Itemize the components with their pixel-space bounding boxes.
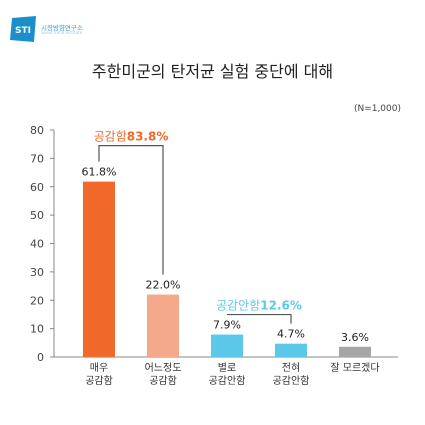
y-tick-label: 0 xyxy=(37,351,44,364)
y-tick-label: 10 xyxy=(30,323,44,336)
data-label: 3.6% xyxy=(341,331,369,344)
logo-icon: STI xyxy=(10,16,36,42)
annotation-bracket xyxy=(98,145,164,275)
x-tick-label-line: 공감안함 xyxy=(209,375,246,387)
bar xyxy=(339,346,371,357)
data-label: 22.0% xyxy=(146,279,181,292)
brand-tagline: Seoul Trend Institute xyxy=(41,30,83,35)
logo-text: STI xyxy=(15,26,31,36)
brand-logo: STI xyxy=(8,14,38,44)
x-tick-label-line: 전혀 xyxy=(282,362,300,374)
x-tick-label-line: 잘 모르겠다 xyxy=(330,362,379,374)
annotation-label-value: 12.6% xyxy=(260,299,302,313)
annotation-label-value: 83.8% xyxy=(127,130,169,144)
y-tick-label: 50 xyxy=(30,209,44,222)
x-tick-label: 어느정도 공감함 xyxy=(145,362,182,387)
data-label: 7.9% xyxy=(213,319,241,332)
annotation-label: 공감안함12.6% xyxy=(216,299,302,313)
y-tick-label: 80 xyxy=(30,124,44,137)
x-tick-label: 전혀 공감안함 xyxy=(273,362,310,387)
annotation-label-text: 공감함 xyxy=(94,130,127,144)
data-label: 61.8% xyxy=(82,166,117,179)
annotation-label: 공감함83.8% xyxy=(94,130,169,144)
annotation-bracket xyxy=(227,313,292,324)
y-tick-label: 70 xyxy=(30,152,44,165)
chart-title: 주한미군의 탄저균 실험 중단에 대해 xyxy=(91,62,334,81)
x-tick-label-line: 별로 xyxy=(218,362,236,374)
bar xyxy=(211,334,243,357)
bar xyxy=(147,294,179,357)
bar xyxy=(275,343,307,357)
y-tick-label: 30 xyxy=(30,266,44,279)
x-tick-label-line: 공감안함 xyxy=(273,375,310,387)
y-tick-label: 40 xyxy=(30,238,44,251)
x-tick-label-line: 공감함 xyxy=(85,375,113,387)
x-tick-label-line: 공감함 xyxy=(149,375,177,387)
x-tick-label-line: 어느정도 xyxy=(145,362,182,374)
y-tick-label: 60 xyxy=(30,181,44,194)
x-tick-label-line: 매우 xyxy=(90,362,108,374)
x-tick-label: 매우 공감함 xyxy=(85,362,113,387)
brand-name: 시장방향연구소 xyxy=(41,24,83,32)
annotation-label-text: 공감안함 xyxy=(216,299,260,313)
bar xyxy=(83,181,115,357)
data-label: 4.7% xyxy=(277,328,305,341)
x-tick-label: 잘 모르겠다 xyxy=(330,362,379,374)
sample-size-note: (N=1,000) xyxy=(353,104,401,114)
x-tick-label: 별로 공감안함 xyxy=(209,362,246,387)
y-tick-label: 20 xyxy=(30,294,44,307)
